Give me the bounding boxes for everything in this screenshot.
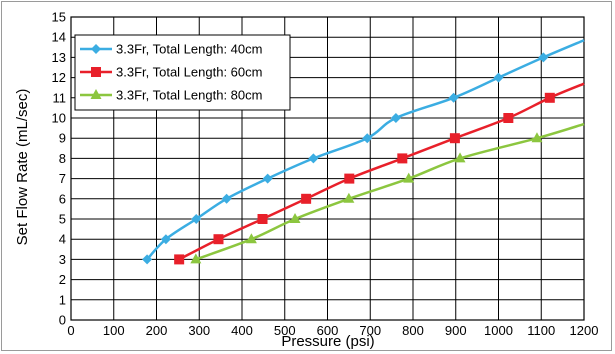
x-axis-title: Pressure (psi) [281,333,374,350]
legend-label: 3.3Fr, Total Length: 40cm [116,42,262,57]
y-tick-label: 11 [53,90,67,105]
series-3 [190,122,585,264]
data-point [493,72,504,83]
series-2 [174,82,585,265]
y-tick-label: 3 [59,252,66,267]
x-tick-label: 400 [231,323,253,338]
legend-marker [90,89,102,99]
y-tick-label: 4 [59,232,66,247]
data-point [142,254,153,265]
data-point [503,113,514,123]
y-tick-label: 6 [59,191,66,206]
data-point [191,214,202,224]
data-point [257,214,268,224]
data-point [289,213,301,223]
y-tick-label: 7 [59,171,66,186]
legend-item: 3.3Fr, Total Length: 80cm [80,88,262,103]
y-tick-label: 14 [52,30,66,45]
legend-label: 3.3Fr, Total Length: 80cm [116,88,262,103]
x-tick-label: 500 [274,323,296,338]
series-lines [142,39,585,265]
series-line [178,82,585,261]
data-point [449,133,460,144]
legend-item: 3.3Fr, Total Length: 60cm [80,65,262,80]
x-tick-label: 600 [317,323,339,338]
data-point [245,233,257,244]
data-point [538,52,549,63]
data-point [390,113,401,123]
y-tick-label: 1 [59,292,66,307]
data-point [301,193,312,204]
x-tick-label: 900 [445,323,467,338]
data-point [343,192,355,203]
data-point [213,234,224,245]
y-tick-label: 15 [52,10,66,25]
data-point [344,173,355,184]
y-tick-label: 2 [59,272,66,287]
x-tick-label: 1000 [484,323,513,338]
y-tick-label: 12 [52,70,66,85]
legend-marker [91,44,101,54]
data-point [531,132,543,143]
series-line [195,122,585,261]
data-point [448,92,459,103]
data-point [160,234,171,245]
data-point [397,153,408,164]
y-tick-label: 5 [59,212,66,227]
x-tick-label: 0 [67,323,74,338]
plot-area-border [70,16,585,321]
data-point [308,153,319,164]
legend-item: 3.3Fr, Total Length: 40cm [80,42,262,57]
y-axis-title: Set Flow Rate (mL/sec) [14,89,31,246]
legend: 3.3Fr, Total Length: 40cm 3.3Fr, Total Le… [74,34,291,111]
data-point [221,193,232,204]
x-tick-label: 100 [103,323,125,338]
data-point [190,253,202,264]
data-point [362,133,373,144]
y-tick-label: 9 [59,131,66,146]
y-tick-label: 13 [52,50,66,65]
x-tick-label: 300 [188,323,210,338]
series-1 [142,39,585,265]
x-axis-ticks: 0 100 200 300 400 500 600 700 800 900 1000 1100 1200 [67,323,598,338]
data-point [544,92,555,103]
data-point [262,173,273,184]
y-tick-label: 10 [52,111,66,126]
y-tick-label: 8 [59,151,66,166]
x-tick-label: 700 [359,323,381,338]
data-point [403,172,415,183]
data-point [454,152,466,163]
legend-marker [91,67,101,77]
x-tick-label: 200 [146,323,168,338]
x-tick-label: 1100 [527,323,555,338]
x-tick-label: 1200 [570,323,599,338]
data-point [174,254,185,265]
legend-label: 3.3Fr, Total Length: 60cm [116,65,262,80]
y-tick-label: 0 [59,313,66,328]
x-tick-label: 800 [402,323,424,338]
